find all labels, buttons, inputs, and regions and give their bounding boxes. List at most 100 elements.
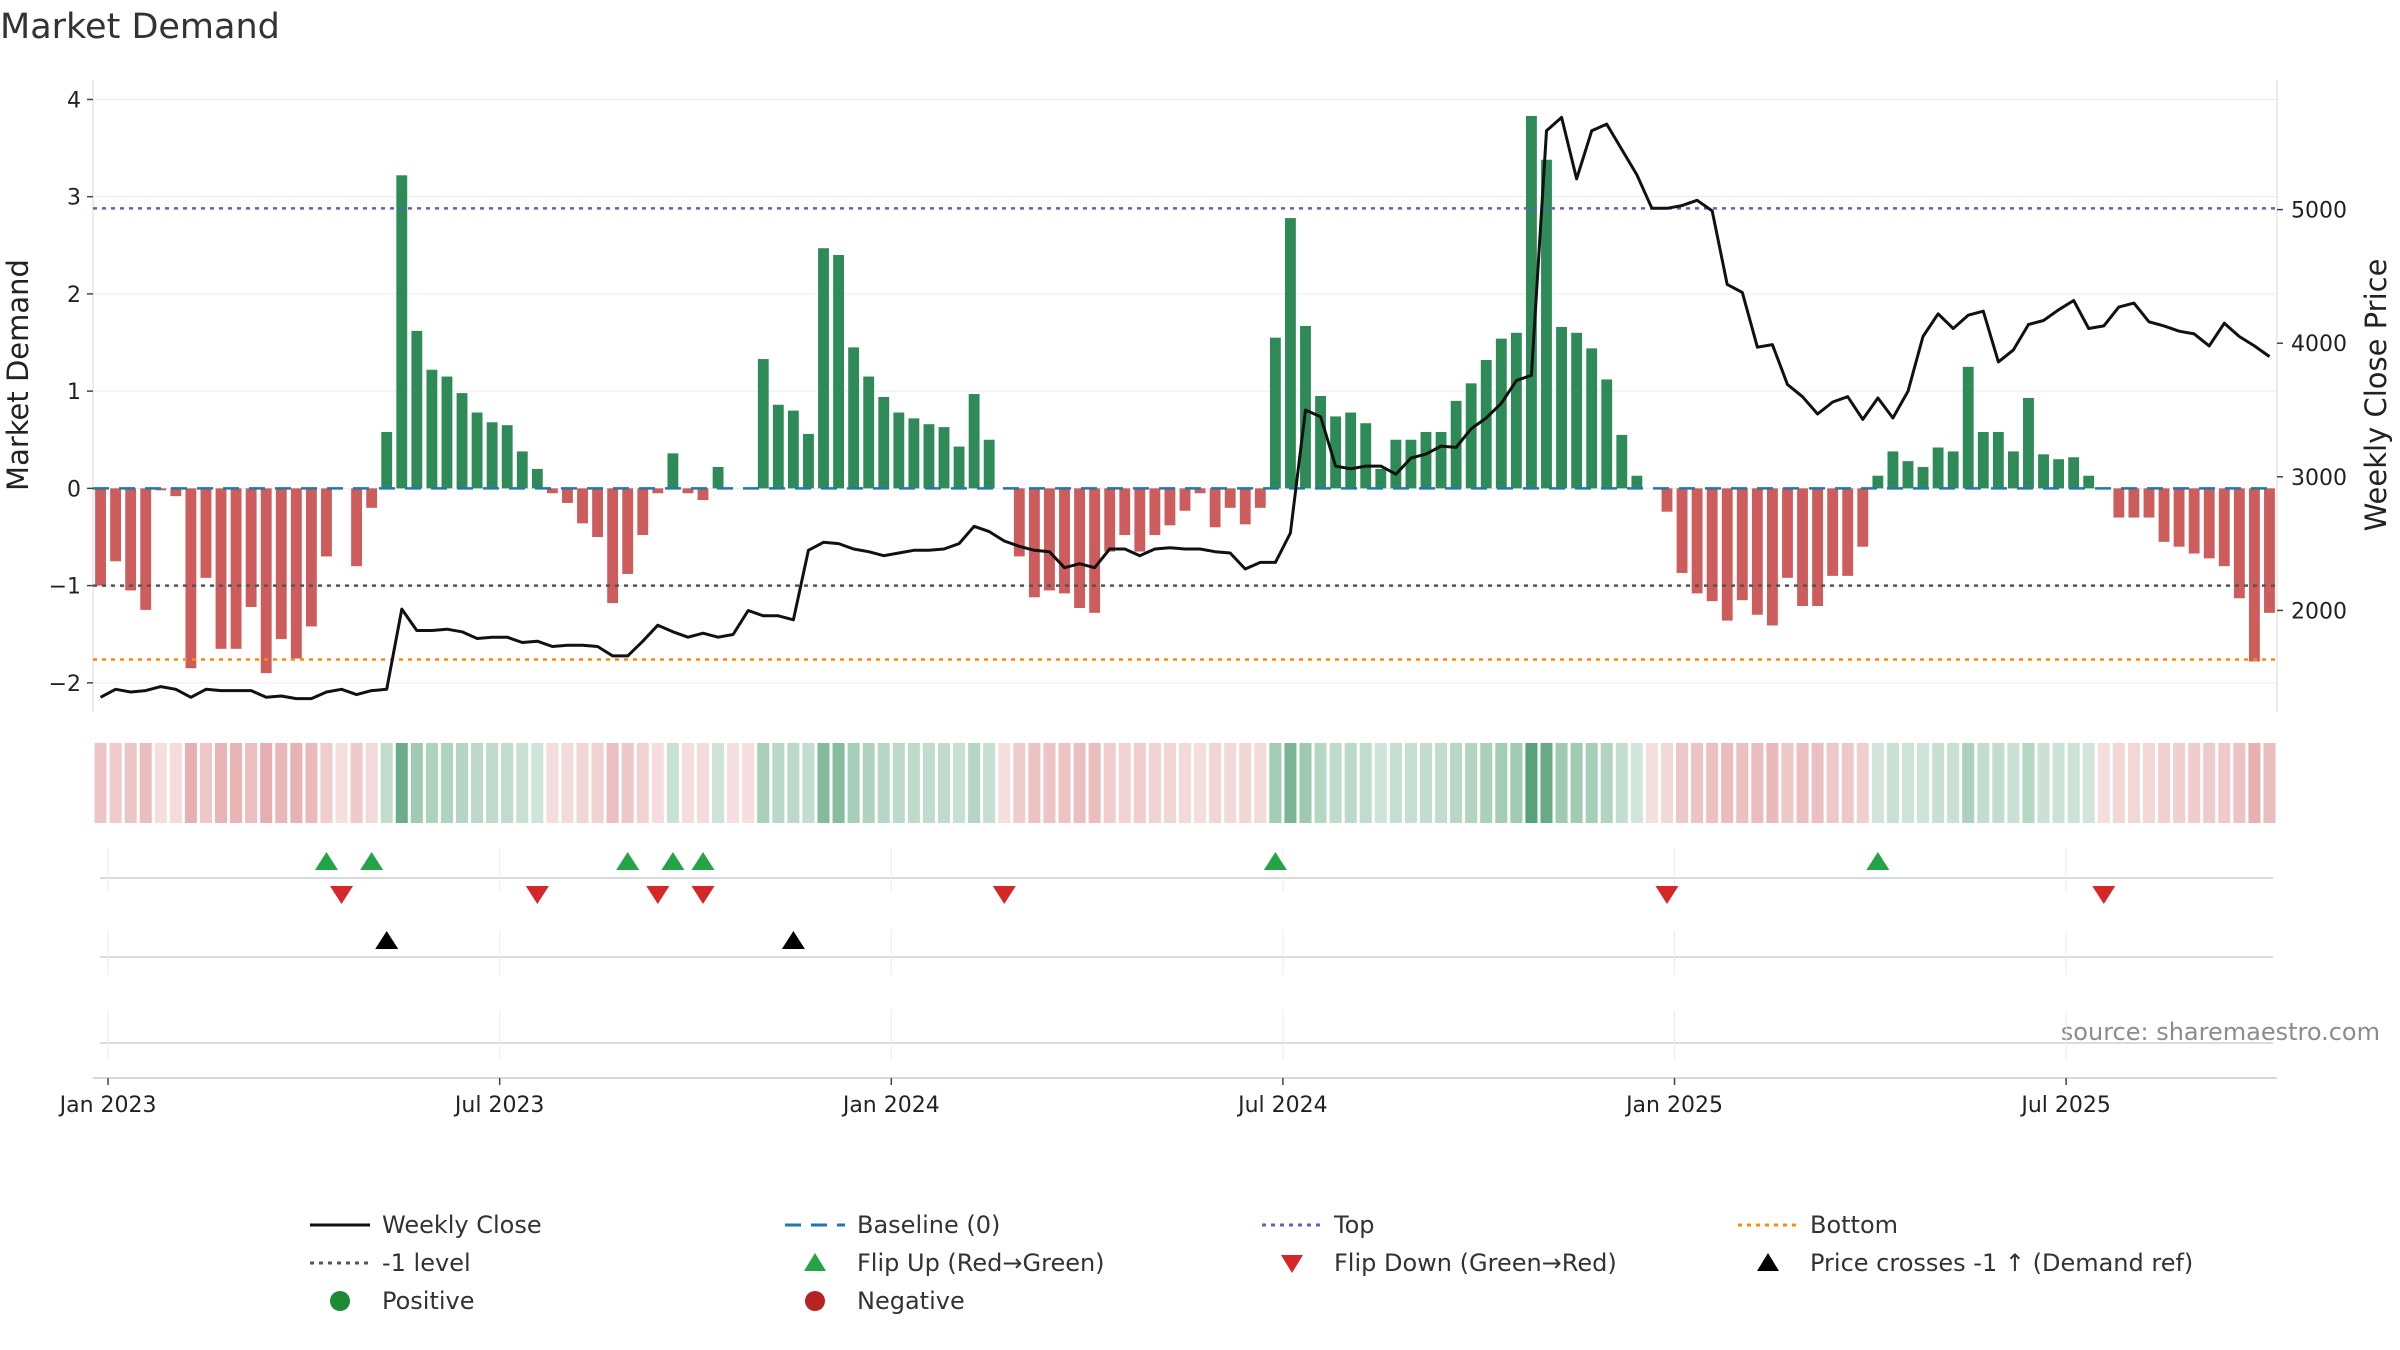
regime-tile-positive [2052, 743, 2065, 823]
regime-tile-positive [1480, 743, 1493, 823]
regime-tile-positive [1630, 743, 1643, 823]
positive-demand-bar [1586, 348, 1598, 489]
negative-demand-bar [200, 488, 212, 578]
y-tick-label: 4 [67, 88, 81, 113]
positive-demand-bar [1285, 218, 1296, 489]
flip-down-marker [330, 886, 354, 904]
regime-tile-negative [1043, 743, 1056, 823]
positive-demand-bar [1932, 447, 1944, 489]
flip-down-marker [992, 886, 1016, 904]
regime-tile-negative [169, 743, 182, 823]
positive-demand-bar [2007, 451, 2019, 489]
legend-item: -1 level [310, 1249, 471, 1277]
positive-demand-bar [1526, 115, 1537, 489]
weekly-close-line [99, 115, 2271, 701]
negative-demand-bar [1736, 488, 1748, 601]
positive-demand-bar [1616, 434, 1628, 489]
regime-tile-positive [2022, 743, 2035, 823]
negative-demand-bar [185, 488, 197, 669]
regime-tile-positive [757, 743, 770, 823]
regime-tile-negative [2127, 743, 2140, 823]
y-tick-label: 1 [67, 380, 81, 405]
regime-tile-positive [1359, 743, 1372, 823]
positive-demand-bar [1315, 396, 1326, 489]
regime-tile-negative [245, 743, 258, 823]
x-tick-label: Jan 2024 [841, 1093, 940, 1118]
flip-up-marker [1866, 852, 1890, 870]
legend-item: Weekly Close [310, 1211, 542, 1239]
negative-demand-bar [562, 488, 573, 503]
negative-demand-bar [230, 488, 242, 649]
negative-demand-bar [1059, 488, 1070, 594]
regime-tile-negative [621, 743, 634, 823]
negative-demand-bar [2143, 488, 2155, 518]
regime-tile-positive [1962, 743, 1975, 823]
regime-tile-negative [350, 743, 363, 823]
regime-tile-positive [2067, 743, 2080, 823]
negative-demand-bar [1827, 488, 1839, 576]
regime-tile-positive [772, 743, 785, 823]
legend-label: Price crosses -1 ↑ (Demand ref) [1810, 1249, 2193, 1277]
regime-tile-positive [983, 743, 996, 823]
negative-demand-bar [1119, 488, 1131, 536]
y-tick-label: −1 [49, 575, 81, 600]
regime-tile-negative [1058, 743, 1071, 823]
regime-tile-positive [968, 743, 981, 823]
positive-demand-bar [787, 410, 799, 489]
regime-tile-positive [937, 743, 951, 823]
regime-tile-negative [606, 743, 619, 823]
positive-demand-bar [1917, 466, 1929, 489]
negative-demand-bar [1797, 488, 1808, 607]
y2-tick-label: 5000 [2291, 199, 2347, 224]
positive-demand-bar [908, 418, 920, 489]
negative-demand-bar [1179, 488, 1191, 511]
legend-label: Negative [857, 1287, 965, 1315]
legend-label: Baseline (0) [857, 1211, 1000, 1239]
regime-tile-positive [471, 743, 484, 823]
positive-demand-bar [1450, 400, 1462, 489]
regime-tile-positive [802, 743, 815, 823]
positive-demand-bar [938, 427, 950, 489]
regime-tile-positive [2007, 743, 2020, 823]
x-axis: Jan 2023 Jul 2023 Jan 2024 Jul 2024 Jan 2025… [58, 1077, 2277, 1118]
regime-tile-positive [455, 743, 469, 823]
negative-demand-bar [290, 488, 302, 659]
regime-tile-positive [1570, 743, 1583, 823]
negative-demand-bar [652, 488, 664, 494]
positive-demand-bar [486, 422, 498, 489]
positive-demand-bar [2083, 475, 2095, 489]
legend-label: Weekly Close [382, 1211, 542, 1239]
regime-tile-positive [1886, 743, 1899, 823]
positive-demand-bar [1495, 338, 1507, 489]
regime-tile-positive [1465, 743, 1478, 823]
regime-tile-negative [2173, 743, 2186, 823]
positive-demand-bar [411, 330, 423, 489]
regime-tile-negative [154, 743, 167, 823]
regime-tile-negative [681, 743, 694, 823]
legend-item: Top [1262, 1211, 1375, 1239]
regime-tile-negative [2112, 743, 2125, 823]
legend-item: Flip Down (Green→Red) [1281, 1249, 1617, 1277]
regime-tile-positive [1269, 743, 1282, 823]
y2-axis-title: Weekly Close Price [2359, 259, 2393, 532]
positive-demand-bar [2038, 454, 2049, 489]
regime-tile-negative [184, 743, 197, 823]
positive-demand-bar [1510, 332, 1522, 489]
negative-demand-bar [2158, 488, 2170, 542]
regime-tile-negative [591, 743, 604, 823]
regime-tile-negative [1660, 743, 1674, 823]
regime-tile-positive [1871, 743, 1884, 823]
y-tick-label: −2 [49, 672, 81, 697]
regime-tile-positive [1555, 743, 1568, 823]
regime-tile-negative [1178, 743, 1192, 823]
regime-tile-positive [425, 743, 438, 823]
regime-tile-positive [1600, 743, 1613, 823]
flip-down-marker [2092, 886, 2116, 904]
regime-tile-negative [305, 743, 318, 823]
regime-tile-positive [922, 743, 935, 823]
positive-demand-bar [772, 404, 784, 489]
regime-tile-positive [712, 743, 725, 823]
negative-demand-bar [1013, 488, 1025, 557]
regime-tile-negative [651, 743, 664, 823]
